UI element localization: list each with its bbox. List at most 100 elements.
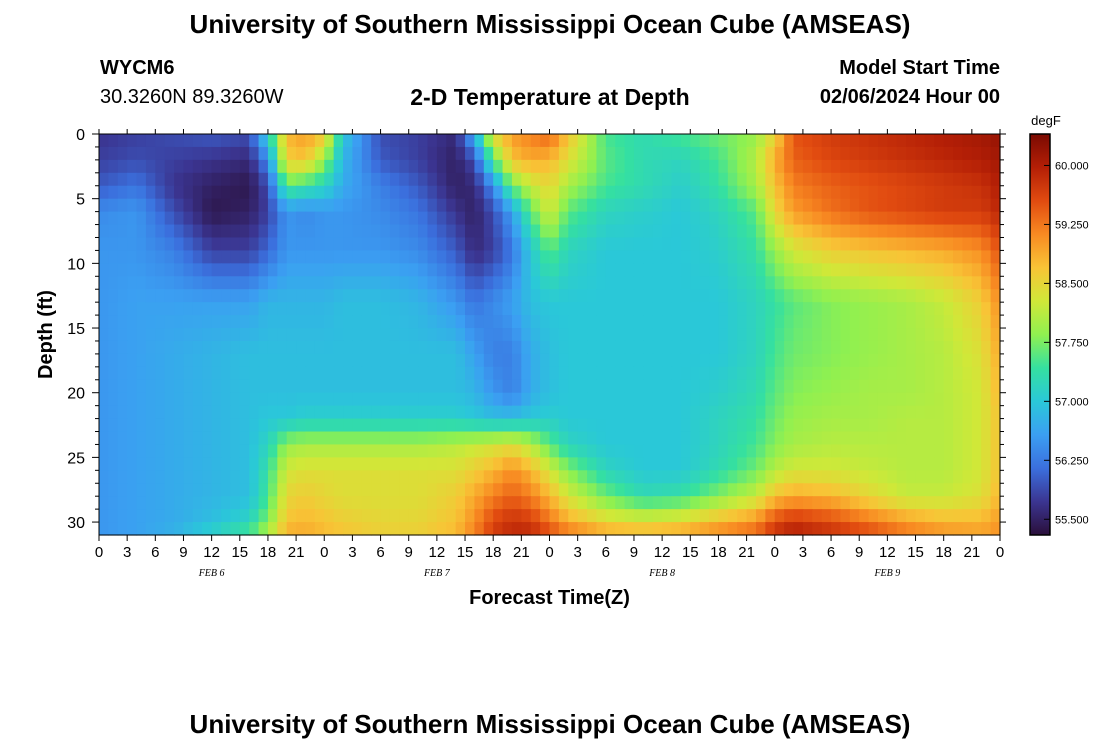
heatmap-cell <box>502 159 513 174</box>
heatmap-cell <box>324 159 335 174</box>
heatmap-cell <box>727 392 738 407</box>
heatmap-cell <box>202 146 213 161</box>
heatmap-cell <box>483 366 494 381</box>
heatmap-cell <box>296 444 307 458</box>
heatmap-cell <box>990 263 1001 277</box>
heatmap-cell <box>221 392 231 407</box>
x-tick-label: 18 <box>260 544 277 561</box>
heatmap-cell <box>249 379 260 394</box>
heatmap-cell <box>333 263 344 277</box>
heatmap-cell <box>737 159 748 174</box>
heatmap-cell <box>427 496 438 510</box>
heatmap-cell <box>934 302 945 316</box>
heatmap-cell <box>934 328 945 342</box>
heatmap-cell <box>784 366 795 381</box>
heatmap-cell <box>436 328 447 342</box>
heatmap-cell <box>286 418 297 433</box>
heatmap-cell <box>596 198 607 213</box>
heatmap-cell <box>221 224 231 239</box>
heatmap-cell <box>605 379 616 394</box>
heatmap-cell <box>577 379 588 394</box>
heatmap-cell <box>746 483 757 497</box>
heatmap-cell <box>540 353 551 368</box>
heatmap-cell <box>709 470 720 484</box>
heatmap-cell <box>868 353 879 368</box>
heatmap-cell <box>465 366 476 381</box>
heatmap-cell <box>117 185 128 200</box>
colorbar-tick-label: 56.250 <box>1055 455 1089 467</box>
heatmap-cell <box>737 392 748 407</box>
heatmap-cell <box>521 276 532 290</box>
heatmap-cell <box>953 405 964 420</box>
heatmap-cell <box>174 185 185 200</box>
heatmap-cell <box>737 172 748 187</box>
heatmap-cell <box>155 172 166 187</box>
heatmap-cell <box>221 146 231 161</box>
heatmap-cell <box>465 185 476 200</box>
heatmap-cell <box>108 405 119 420</box>
heatmap-cell <box>943 496 954 510</box>
heatmap-cell <box>802 379 813 394</box>
heatmap-cell <box>511 328 522 342</box>
heatmap-cell <box>802 134 813 148</box>
heatmap-cell <box>108 276 119 290</box>
heatmap-cell <box>831 250 842 264</box>
heatmap-cell <box>652 379 663 394</box>
heatmap-cell <box>859 198 870 213</box>
heatmap-cell <box>971 457 982 471</box>
heatmap-cell <box>896 159 907 174</box>
heatmap-cell <box>812 496 823 510</box>
heatmap-cell <box>286 185 297 200</box>
heatmap-cell <box>277 444 288 458</box>
heatmap-cell <box>371 315 382 329</box>
heatmap-cell <box>587 198 598 213</box>
heatmap-cell <box>774 237 785 252</box>
heatmap-cell <box>333 211 344 226</box>
heatmap-cell <box>990 198 1001 213</box>
heatmap-cell <box>915 185 926 200</box>
heatmap-cell <box>596 159 607 174</box>
heatmap-cell <box>812 418 823 433</box>
heatmap-cell <box>446 172 457 187</box>
heatmap-cell <box>305 328 316 342</box>
heatmap-cell <box>474 224 485 239</box>
heatmap-cell <box>652 522 663 536</box>
heatmap-cell <box>784 483 795 497</box>
heatmap-cell <box>605 263 616 277</box>
heatmap-cell <box>840 315 851 329</box>
heatmap-cell <box>230 198 241 213</box>
heatmap-cell <box>352 302 363 316</box>
heatmap-cell <box>737 353 748 368</box>
heatmap-cell <box>493 172 504 187</box>
heatmap-cell <box>840 431 851 446</box>
heatmap-cell <box>136 431 147 446</box>
heatmap-cell <box>605 250 616 264</box>
heatmap-cell <box>202 328 213 342</box>
heatmap-cell <box>277 457 288 471</box>
heatmap-cell <box>633 392 644 407</box>
heatmap-cell <box>286 211 297 226</box>
heatmap-cell <box>633 172 644 187</box>
heatmap-cell <box>699 444 710 458</box>
heatmap-cell <box>849 276 860 290</box>
heatmap-cell <box>108 418 119 433</box>
heatmap-cell <box>371 405 382 420</box>
heatmap-cell <box>305 172 316 187</box>
heatmap-cell <box>549 340 560 355</box>
heatmap-cell <box>314 444 325 458</box>
heatmap-cell <box>267 289 278 303</box>
heatmap-cell <box>709 366 720 381</box>
heatmap-cell <box>831 224 842 239</box>
heatmap-cell <box>699 470 710 484</box>
heatmap-cell <box>727 431 738 446</box>
heatmap-cell <box>427 185 438 200</box>
colorbar-tick-label: 55.500 <box>1055 514 1089 526</box>
heatmap-cell <box>643 315 654 329</box>
heatmap-cell <box>314 289 325 303</box>
heatmap-cell <box>108 237 119 252</box>
heatmap-cell <box>305 353 316 368</box>
heatmap-cell <box>962 289 973 303</box>
heatmap-cell <box>183 496 194 510</box>
heatmap-cell <box>155 457 166 471</box>
heatmap-cell <box>812 522 823 536</box>
